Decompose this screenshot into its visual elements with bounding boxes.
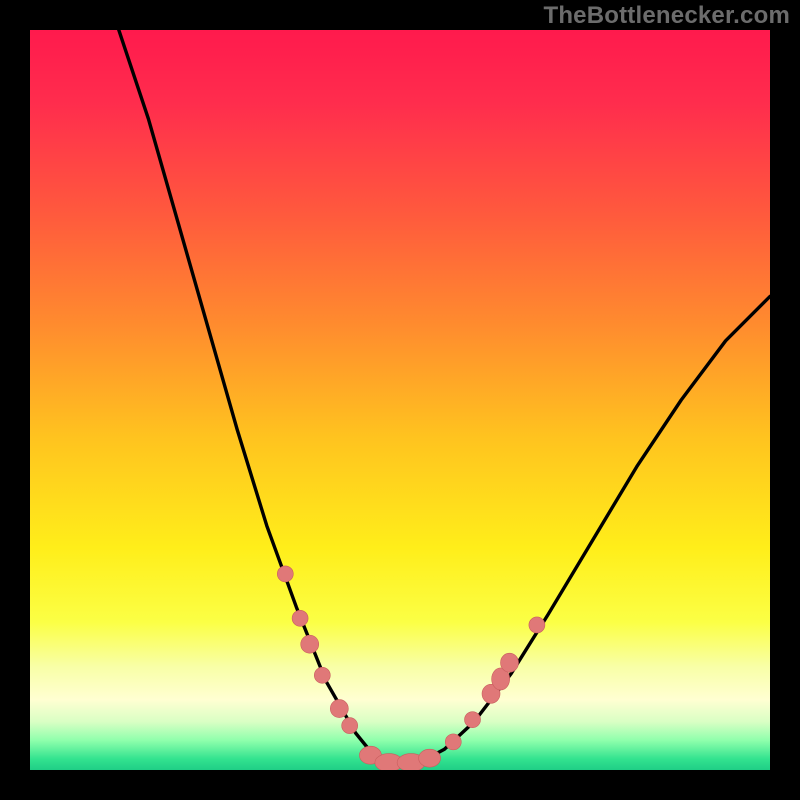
data-marker — [529, 617, 545, 633]
chart-svg — [0, 0, 800, 800]
data-marker — [342, 718, 358, 734]
data-marker — [501, 653, 519, 672]
data-marker — [314, 667, 330, 683]
data-marker — [277, 566, 293, 582]
data-marker — [292, 610, 308, 626]
data-marker — [465, 712, 481, 728]
watermark-text: TheBottlenecker.com — [543, 2, 790, 30]
data-marker — [330, 700, 348, 718]
data-marker — [445, 734, 461, 750]
data-marker — [301, 635, 319, 653]
chart-root: TheBottlenecker.com — [0, 0, 800, 800]
heatmap-gradient — [30, 30, 770, 770]
data-marker — [419, 749, 441, 767]
